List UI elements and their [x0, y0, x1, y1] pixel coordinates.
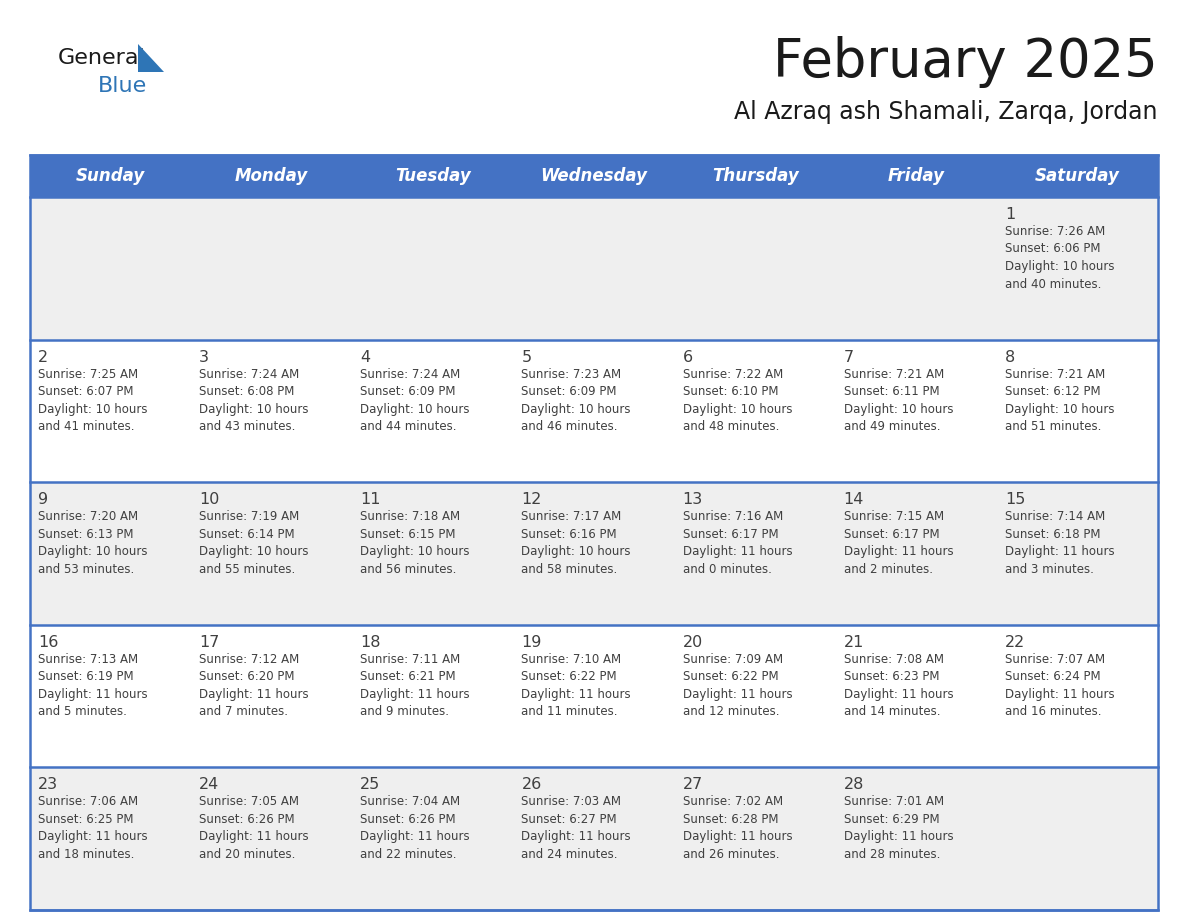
Text: 11: 11 — [360, 492, 381, 508]
Text: Thursday: Thursday — [712, 167, 798, 185]
Text: Al Azraq ash Shamali, Zarqa, Jordan: Al Azraq ash Shamali, Zarqa, Jordan — [734, 100, 1158, 124]
Text: Sunrise: 7:14 AM
Sunset: 6:18 PM
Daylight: 11 hours
and 3 minutes.: Sunrise: 7:14 AM Sunset: 6:18 PM Dayligh… — [1005, 510, 1114, 576]
Text: Sunrise: 7:15 AM
Sunset: 6:17 PM
Daylight: 11 hours
and 2 minutes.: Sunrise: 7:15 AM Sunset: 6:17 PM Dayligh… — [843, 510, 953, 576]
Bar — [30, 767, 1158, 910]
Text: Sunrise: 7:20 AM
Sunset: 6:13 PM
Daylight: 10 hours
and 53 minutes.: Sunrise: 7:20 AM Sunset: 6:13 PM Dayligh… — [38, 510, 147, 576]
Text: Friday: Friday — [887, 167, 944, 185]
Text: Sunrise: 7:04 AM
Sunset: 6:26 PM
Daylight: 11 hours
and 22 minutes.: Sunrise: 7:04 AM Sunset: 6:26 PM Dayligh… — [360, 795, 470, 861]
Text: Sunrise: 7:10 AM
Sunset: 6:22 PM
Daylight: 11 hours
and 11 minutes.: Sunrise: 7:10 AM Sunset: 6:22 PM Dayligh… — [522, 653, 631, 718]
Text: 9: 9 — [38, 492, 49, 508]
Text: Sunrise: 7:01 AM
Sunset: 6:29 PM
Daylight: 11 hours
and 28 minutes.: Sunrise: 7:01 AM Sunset: 6:29 PM Dayligh… — [843, 795, 953, 861]
Bar — [997, 155, 1158, 197]
Bar — [30, 482, 1158, 625]
Bar — [353, 155, 513, 197]
Text: Sunrise: 7:24 AM
Sunset: 6:09 PM
Daylight: 10 hours
and 44 minutes.: Sunrise: 7:24 AM Sunset: 6:09 PM Dayligh… — [360, 367, 469, 433]
Bar — [675, 155, 835, 197]
Text: 26: 26 — [522, 778, 542, 792]
Bar — [30, 625, 1158, 767]
Text: Sunrise: 7:02 AM
Sunset: 6:28 PM
Daylight: 11 hours
and 26 minutes.: Sunrise: 7:02 AM Sunset: 6:28 PM Dayligh… — [683, 795, 792, 861]
Bar — [30, 197, 1158, 340]
Text: 17: 17 — [200, 635, 220, 650]
Text: 22: 22 — [1005, 635, 1025, 650]
Text: 12: 12 — [522, 492, 542, 508]
Text: Tuesday: Tuesday — [394, 167, 470, 185]
Text: Sunrise: 7:12 AM
Sunset: 6:20 PM
Daylight: 11 hours
and 7 minutes.: Sunrise: 7:12 AM Sunset: 6:20 PM Dayligh… — [200, 653, 309, 718]
Text: Wednesday: Wednesday — [541, 167, 647, 185]
Text: General: General — [58, 48, 146, 68]
Text: Sunrise: 7:03 AM
Sunset: 6:27 PM
Daylight: 11 hours
and 24 minutes.: Sunrise: 7:03 AM Sunset: 6:27 PM Dayligh… — [522, 795, 631, 861]
Text: Sunday: Sunday — [76, 167, 145, 185]
Text: Sunrise: 7:21 AM
Sunset: 6:12 PM
Daylight: 10 hours
and 51 minutes.: Sunrise: 7:21 AM Sunset: 6:12 PM Dayligh… — [1005, 367, 1114, 433]
Text: 23: 23 — [38, 778, 58, 792]
Text: 21: 21 — [843, 635, 864, 650]
Text: Sunrise: 7:24 AM
Sunset: 6:08 PM
Daylight: 10 hours
and 43 minutes.: Sunrise: 7:24 AM Sunset: 6:08 PM Dayligh… — [200, 367, 309, 433]
Text: 27: 27 — [683, 778, 703, 792]
Bar — [191, 155, 353, 197]
Text: 4: 4 — [360, 350, 371, 364]
Text: Sunrise: 7:08 AM
Sunset: 6:23 PM
Daylight: 11 hours
and 14 minutes.: Sunrise: 7:08 AM Sunset: 6:23 PM Dayligh… — [843, 653, 953, 718]
Text: February 2025: February 2025 — [773, 36, 1158, 88]
Text: Monday: Monday — [235, 167, 309, 185]
Text: Sunrise: 7:05 AM
Sunset: 6:26 PM
Daylight: 11 hours
and 20 minutes.: Sunrise: 7:05 AM Sunset: 6:26 PM Dayligh… — [200, 795, 309, 861]
Text: Sunrise: 7:22 AM
Sunset: 6:10 PM
Daylight: 10 hours
and 48 minutes.: Sunrise: 7:22 AM Sunset: 6:10 PM Dayligh… — [683, 367, 792, 433]
Text: 2: 2 — [38, 350, 49, 364]
Text: 3: 3 — [200, 350, 209, 364]
Text: 16: 16 — [38, 635, 58, 650]
Text: 13: 13 — [683, 492, 703, 508]
Text: Sunrise: 7:17 AM
Sunset: 6:16 PM
Daylight: 10 hours
and 58 minutes.: Sunrise: 7:17 AM Sunset: 6:16 PM Dayligh… — [522, 510, 631, 576]
Text: Blue: Blue — [97, 76, 147, 96]
Text: 6: 6 — [683, 350, 693, 364]
Text: 10: 10 — [200, 492, 220, 508]
Text: 7: 7 — [843, 350, 854, 364]
Text: 20: 20 — [683, 635, 703, 650]
Text: 24: 24 — [200, 778, 220, 792]
Text: Sunrise: 7:09 AM
Sunset: 6:22 PM
Daylight: 11 hours
and 12 minutes.: Sunrise: 7:09 AM Sunset: 6:22 PM Dayligh… — [683, 653, 792, 718]
Text: Sunrise: 7:23 AM
Sunset: 6:09 PM
Daylight: 10 hours
and 46 minutes.: Sunrise: 7:23 AM Sunset: 6:09 PM Dayligh… — [522, 367, 631, 433]
Text: Sunrise: 7:21 AM
Sunset: 6:11 PM
Daylight: 10 hours
and 49 minutes.: Sunrise: 7:21 AM Sunset: 6:11 PM Dayligh… — [843, 367, 953, 433]
Polygon shape — [138, 44, 164, 72]
Text: 19: 19 — [522, 635, 542, 650]
Text: 15: 15 — [1005, 492, 1025, 508]
Text: Sunrise: 7:11 AM
Sunset: 6:21 PM
Daylight: 11 hours
and 9 minutes.: Sunrise: 7:11 AM Sunset: 6:21 PM Dayligh… — [360, 653, 470, 718]
Text: Sunrise: 7:25 AM
Sunset: 6:07 PM
Daylight: 10 hours
and 41 minutes.: Sunrise: 7:25 AM Sunset: 6:07 PM Dayligh… — [38, 367, 147, 433]
Text: Sunrise: 7:19 AM
Sunset: 6:14 PM
Daylight: 10 hours
and 55 minutes.: Sunrise: 7:19 AM Sunset: 6:14 PM Dayligh… — [200, 510, 309, 576]
Bar — [30, 155, 1158, 910]
Text: Sunrise: 7:06 AM
Sunset: 6:25 PM
Daylight: 11 hours
and 18 minutes.: Sunrise: 7:06 AM Sunset: 6:25 PM Dayligh… — [38, 795, 147, 861]
Text: Sunrise: 7:07 AM
Sunset: 6:24 PM
Daylight: 11 hours
and 16 minutes.: Sunrise: 7:07 AM Sunset: 6:24 PM Dayligh… — [1005, 653, 1114, 718]
Text: Sunrise: 7:26 AM
Sunset: 6:06 PM
Daylight: 10 hours
and 40 minutes.: Sunrise: 7:26 AM Sunset: 6:06 PM Dayligh… — [1005, 225, 1114, 290]
Bar — [30, 340, 1158, 482]
Text: Sunrise: 7:18 AM
Sunset: 6:15 PM
Daylight: 10 hours
and 56 minutes.: Sunrise: 7:18 AM Sunset: 6:15 PM Dayligh… — [360, 510, 469, 576]
Text: 1: 1 — [1005, 207, 1015, 222]
Text: 8: 8 — [1005, 350, 1015, 364]
Text: 25: 25 — [360, 778, 380, 792]
Bar — [835, 155, 997, 197]
Text: 18: 18 — [360, 635, 381, 650]
Text: Saturday: Saturday — [1035, 167, 1120, 185]
Text: Sunrise: 7:16 AM
Sunset: 6:17 PM
Daylight: 11 hours
and 0 minutes.: Sunrise: 7:16 AM Sunset: 6:17 PM Dayligh… — [683, 510, 792, 576]
Bar — [513, 155, 675, 197]
Text: 28: 28 — [843, 778, 864, 792]
Text: 14: 14 — [843, 492, 864, 508]
Bar — [30, 155, 191, 197]
Text: Sunrise: 7:13 AM
Sunset: 6:19 PM
Daylight: 11 hours
and 5 minutes.: Sunrise: 7:13 AM Sunset: 6:19 PM Dayligh… — [38, 653, 147, 718]
Text: 5: 5 — [522, 350, 531, 364]
